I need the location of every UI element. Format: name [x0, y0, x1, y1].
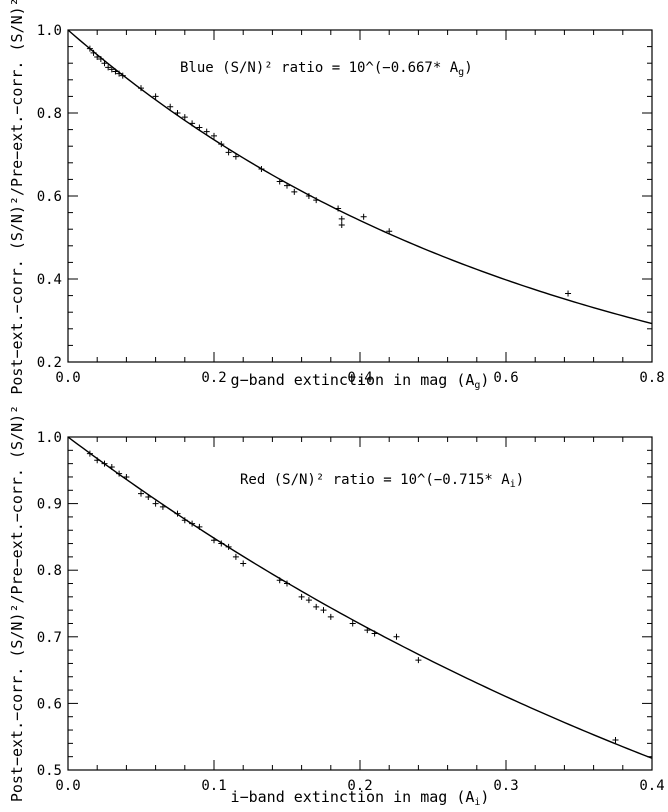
- data-point: [196, 124, 203, 131]
- data-point: [360, 213, 367, 220]
- y-tick-label: 0.5: [37, 763, 62, 779]
- data-point: [393, 633, 400, 640]
- y-tick-label: 0.9: [37, 497, 62, 513]
- data-point: [276, 577, 283, 584]
- data-point: [211, 132, 217, 139]
- data-point: [327, 613, 334, 620]
- data-point: [152, 93, 159, 100]
- data-point: [218, 141, 225, 148]
- data-point: [108, 463, 115, 470]
- fit-annotation: Blue (S/N)² ratio = 10^(−0.667* Ag): [180, 60, 473, 78]
- data-point: [565, 290, 572, 297]
- data-point: [181, 517, 188, 524]
- data-point: [152, 500, 159, 507]
- y-axis-label: Post−ext.−corr. (S/N)²/Pre−ext.−corr. (S…: [8, 405, 26, 802]
- fit-annotation: Red (S/N)² ratio = 10^(−0.715* Ai): [240, 472, 524, 490]
- fit-curve: [67, 436, 653, 759]
- y-tick-label: 0.6: [37, 189, 62, 205]
- x-axis-label: i−band extinction in mag (Ai): [231, 788, 490, 808]
- plot-frame: [67, 29, 653, 363]
- data-point: [112, 68, 119, 75]
- data-point: [108, 66, 115, 73]
- y-tick-label: 0.6: [37, 696, 62, 712]
- data-point: [101, 60, 108, 67]
- y-tick-label: 0.8: [37, 563, 62, 579]
- x-tick-label: 0.2: [201, 370, 226, 386]
- y-tick-label: 1.0: [37, 23, 62, 39]
- data-point: [349, 620, 356, 627]
- data-point: [101, 460, 108, 467]
- data-point: [119, 72, 126, 79]
- data-point: [203, 128, 210, 135]
- data-point: [364, 627, 371, 634]
- data-point: [371, 630, 378, 637]
- y-tick-label: 0.2: [37, 355, 62, 371]
- x-tick-label: 0.4: [347, 370, 372, 386]
- data-point: [415, 657, 422, 664]
- data-point: [232, 153, 239, 160]
- data-point: [86, 45, 93, 52]
- data-point: [174, 110, 181, 116]
- data-point: [313, 603, 320, 610]
- chart-panel-2: 0.0 0.1 0.2 0.3 0.4 0.5 0.6 0.7 0.8 0.9 1.0 Red (S/…: [8, 405, 665, 808]
- data-point: [225, 543, 232, 550]
- data-point: [189, 120, 196, 127]
- data-point: [167, 103, 174, 110]
- data-point: [284, 182, 290, 189]
- data-point: [123, 473, 130, 480]
- x-tick-label: 0.8: [639, 370, 664, 386]
- data-point: [258, 166, 265, 173]
- data-point: [313, 197, 320, 204]
- data-point: [338, 222, 345, 229]
- data-point: [305, 597, 312, 604]
- data-point: [291, 188, 298, 195]
- data-point: [298, 593, 305, 600]
- data-point: [116, 70, 123, 77]
- data-point: [305, 193, 312, 199]
- data-point: [320, 607, 327, 614]
- data-point: [338, 215, 345, 222]
- data-point: [94, 53, 101, 60]
- data-point: [276, 178, 283, 185]
- x-tick-label: 0.6: [493, 370, 518, 386]
- data-point: [612, 737, 619, 744]
- data-point: [211, 537, 217, 544]
- data-point: [90, 49, 97, 56]
- data-point: [189, 520, 196, 527]
- data-point: [116, 470, 123, 477]
- data-point: [386, 228, 393, 235]
- data-point: [97, 56, 104, 63]
- data-point: [218, 540, 225, 547]
- fit-curve: [67, 29, 653, 325]
- data-point: [284, 580, 290, 587]
- data-point: [94, 457, 101, 464]
- data-point: [232, 553, 239, 560]
- x-tick-label: 0.0: [55, 778, 80, 794]
- data-point: [138, 85, 144, 92]
- data-point: [174, 510, 181, 517]
- data-point: [145, 493, 152, 500]
- x-tick-label: 0.4: [639, 778, 664, 794]
- y-tick-label: 0.8: [37, 106, 62, 122]
- data-point: [181, 114, 188, 121]
- y-tick-label: 1.0: [37, 430, 62, 446]
- data-point: [225, 149, 232, 156]
- data-point: [105, 64, 112, 71]
- data-point: [196, 523, 203, 530]
- x-tick-label: 0.2: [347, 778, 372, 794]
- x-tick-label: 0.3: [493, 778, 518, 794]
- x-axis-label: g−band extinction in mag (Ag): [231, 371, 490, 391]
- data-point: [240, 560, 247, 567]
- y-tick-label: 0.7: [37, 630, 62, 646]
- data-point: [335, 205, 342, 212]
- data-point: [159, 503, 166, 510]
- x-tick-label: 0.0: [55, 370, 80, 386]
- data-point: [138, 490, 144, 497]
- y-axis-label: Post−ext.−corr. (S/N)²/Pre−ext.−corr. (S…: [8, 0, 26, 395]
- x-tick-label: 0.1: [201, 778, 226, 794]
- y-tick-label: 0.4: [37, 272, 62, 288]
- data-point: [86, 450, 93, 457]
